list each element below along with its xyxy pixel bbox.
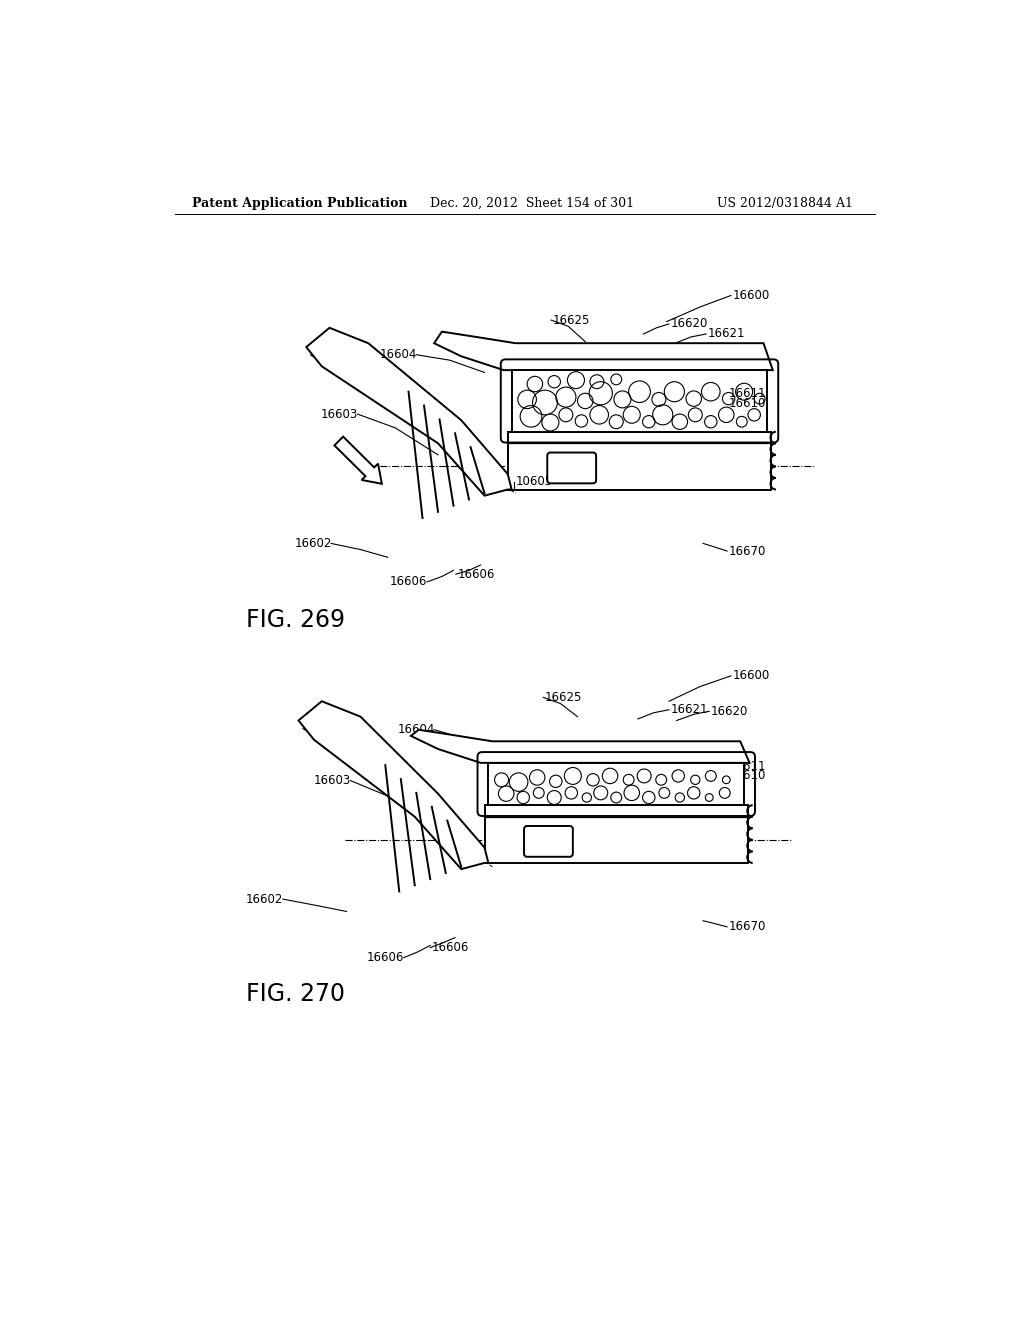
Text: 16625: 16625 xyxy=(553,314,590,326)
Bar xyxy=(508,432,771,490)
Text: 16600: 16600 xyxy=(732,289,770,302)
Text: 16625: 16625 xyxy=(545,690,583,704)
FancyBboxPatch shape xyxy=(547,453,596,483)
Polygon shape xyxy=(299,701,488,869)
Text: 16620: 16620 xyxy=(671,317,708,330)
FancyBboxPatch shape xyxy=(524,826,572,857)
Text: 16621: 16621 xyxy=(671,704,708,717)
Text: 16604: 16604 xyxy=(397,723,435,737)
Text: 16604: 16604 xyxy=(380,348,417,362)
Text: FIG. 270: FIG. 270 xyxy=(246,982,345,1006)
Text: 16606: 16606 xyxy=(458,568,495,581)
Text: 16603: 16603 xyxy=(314,774,351,787)
Text: 16610: 16610 xyxy=(729,397,766,409)
FancyArrow shape xyxy=(335,437,382,483)
Text: 16611: 16611 xyxy=(729,760,766,774)
Text: 10605: 10605 xyxy=(515,475,553,488)
Text: 10605: 10605 xyxy=(490,785,527,797)
Text: 16606: 16606 xyxy=(367,952,404,964)
Text: Patent Application Publication: Patent Application Publication xyxy=(191,197,408,210)
Text: 16620: 16620 xyxy=(711,705,749,718)
Polygon shape xyxy=(306,327,512,496)
Text: 16606: 16606 xyxy=(390,576,427,589)
Text: 16602: 16602 xyxy=(246,892,284,906)
Bar xyxy=(512,370,767,432)
Text: FIG. 269: FIG. 269 xyxy=(246,609,345,632)
Text: 16600: 16600 xyxy=(732,669,770,682)
Bar xyxy=(488,763,744,805)
Text: 16670: 16670 xyxy=(729,545,766,557)
Bar xyxy=(484,805,748,863)
Text: 16610: 16610 xyxy=(729,770,766,783)
Text: Dec. 20, 2012  Sheet 154 of 301: Dec. 20, 2012 Sheet 154 of 301 xyxy=(430,197,635,210)
Text: US 2012/0318844 A1: US 2012/0318844 A1 xyxy=(717,197,853,210)
Polygon shape xyxy=(411,730,750,763)
Text: 16603: 16603 xyxy=(321,408,357,421)
Polygon shape xyxy=(434,331,773,370)
Text: 16670: 16670 xyxy=(729,920,766,933)
Text: 16621: 16621 xyxy=(708,327,745,341)
Text: 16602: 16602 xyxy=(295,537,332,550)
Text: 16611: 16611 xyxy=(729,387,766,400)
Text: 16606: 16606 xyxy=(432,941,469,954)
